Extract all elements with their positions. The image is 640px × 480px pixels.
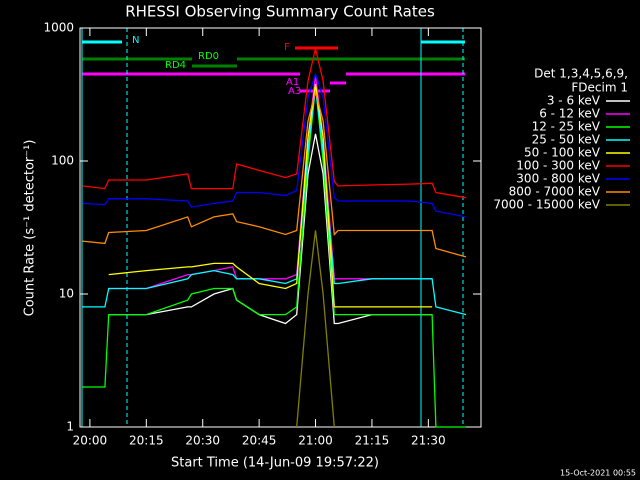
legend-label: 6 - 12 keV	[539, 107, 601, 121]
annotation: A3	[288, 86, 301, 97]
legend-label: 12 - 25 keV	[532, 120, 601, 134]
x-tick-label: 21:30	[411, 434, 446, 448]
y-tick-label: 1	[66, 420, 74, 434]
y-tick-label: 10	[59, 287, 74, 301]
state-bars	[82, 40, 465, 93]
x-tick-label: 21:00	[298, 434, 333, 448]
series-line	[82, 48, 467, 199]
footer: 15-Oct-2021 00:55	[560, 469, 636, 478]
series-line	[108, 133, 433, 325]
plot-frame	[79, 27, 482, 428]
annotation: RD0	[198, 51, 219, 62]
series-line	[296, 230, 335, 428]
series-line	[108, 75, 433, 290]
legend-label: 800 - 7000 keV	[509, 185, 601, 199]
annotation: N	[132, 35, 139, 46]
legend-label: 7000 - 15000 keV	[493, 198, 600, 212]
series-line	[82, 71, 467, 218]
series-line	[82, 85, 466, 428]
series-line	[82, 89, 467, 258]
y-axis-label: Count Rate (s⁻¹ detector⁻¹)	[23, 140, 38, 317]
x-axis-label: Start Time (14-Jun-09 19:57:22)	[171, 456, 379, 471]
legend-label: 50 - 100 keV	[524, 146, 601, 160]
y-tick-label: 100	[51, 154, 74, 168]
legend-label: 3 - 6 keV	[547, 94, 601, 108]
annotation: F	[284, 42, 290, 53]
x-tick-label: 20:30	[185, 434, 220, 448]
state-lines	[81, 28, 464, 427]
x-tick-label: 21:15	[355, 434, 390, 448]
legend-label: 25 - 50 keV	[532, 133, 601, 147]
y-tick-label: 1000	[43, 21, 74, 35]
x-tick-label: 20:15	[129, 434, 164, 448]
annotation: RD4	[165, 60, 186, 71]
x-tick-label: 20:45	[242, 434, 277, 448]
legend-header: Det 1,3,4,5,6,9,	[534, 67, 628, 81]
series-line	[108, 83, 433, 308]
legend-header: FDecim 1	[571, 81, 628, 95]
legend-label: 300 - 800 keV	[516, 172, 600, 186]
series-line	[82, 86, 467, 316]
legend-label: 100 - 300 keV	[516, 159, 600, 173]
chart-title: RHESSI Observing Summary Count Rates	[125, 3, 435, 21]
x-tick-label: 20:00	[73, 434, 108, 448]
annotation: A1	[286, 77, 299, 88]
